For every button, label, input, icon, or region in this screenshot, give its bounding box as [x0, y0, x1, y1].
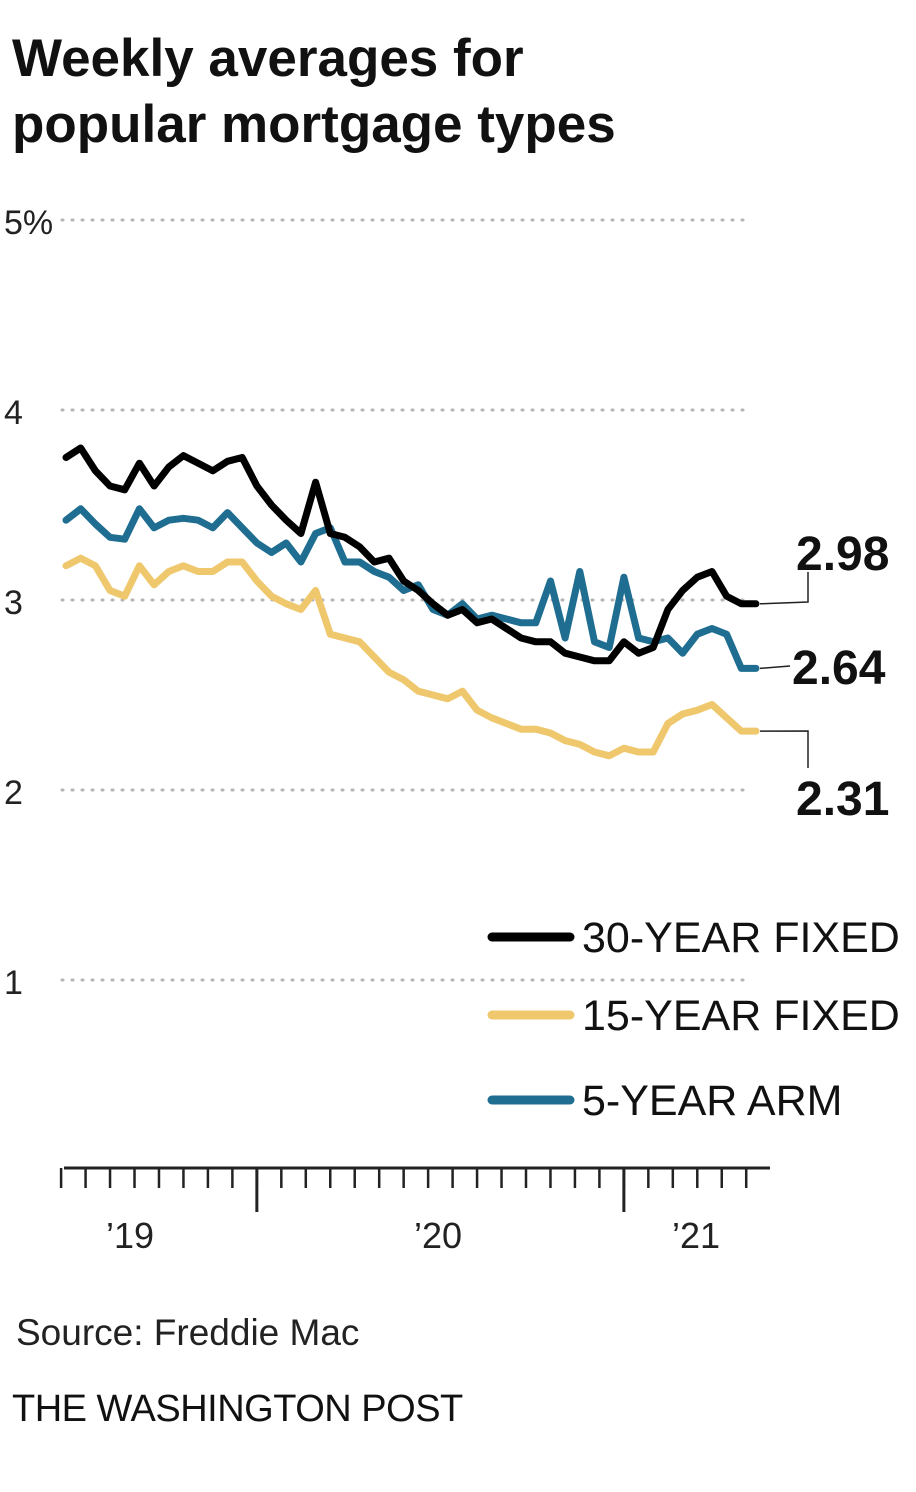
end-label-thirty-year: 2.98 — [796, 528, 889, 581]
chart-title-line-1: Weekly averages for — [12, 29, 524, 88]
x-tick-label-2019: ’19 — [106, 1215, 154, 1256]
y-tick-label-3: 3 — [4, 584, 23, 622]
chart-title: Weekly averages for popular mortgage typ… — [12, 26, 892, 158]
y-axis-tick-labels: 5% 4 3 2 1 — [4, 204, 53, 1002]
chart-title-line-2: popular mortgage types — [12, 95, 616, 154]
legend-label-fifteen-year: 15-YEAR FIXED — [582, 992, 900, 1040]
legend-label-five-year-arm: 5-YEAR ARM — [582, 1077, 842, 1125]
y-tick-label-1: 1 — [4, 964, 23, 1002]
y-tick-label-4: 4 — [4, 394, 23, 432]
leader-line-thirty-year — [759, 572, 809, 605]
gridlines — [60, 218, 754, 982]
series-lines — [62, 444, 760, 760]
publisher-credit: THE WASHINGTON POST — [12, 1388, 463, 1430]
line-chart: 5% 4 3 2 1 2.98 2.31 2.64 30-YEAR FIXED 15-YEAR… — [4, 204, 900, 1256]
y-tick-label-5: 5% — [4, 204, 53, 242]
end-value-labels: 2.98 2.31 2.64 — [759, 528, 889, 826]
leader-line-fifteen-year — [759, 730, 809, 768]
series-line-thirty-year — [62, 444, 760, 665]
series-line-fifteen-year — [62, 554, 760, 760]
source-note: Source: Freddie Mac — [16, 1312, 360, 1353]
x-axis: ’19 ’20 ’21 — [59, 1166, 770, 1256]
x-tick-label-2021: ’21 — [672, 1215, 720, 1256]
legend-label-thirty-year: 30-YEAR FIXED — [582, 914, 900, 962]
y-tick-label-2: 2 — [4, 774, 23, 812]
x-tick-label-2020: ’20 — [414, 1215, 462, 1256]
end-label-fifteen-year: 2.31 — [796, 773, 889, 826]
end-label-five-year-arm: 2.64 — [792, 642, 886, 695]
leader-line-five-year-arm — [759, 665, 791, 670]
legend: 30-YEAR FIXED 15-YEAR FIXED 5-YEAR ARM — [487, 914, 900, 1125]
